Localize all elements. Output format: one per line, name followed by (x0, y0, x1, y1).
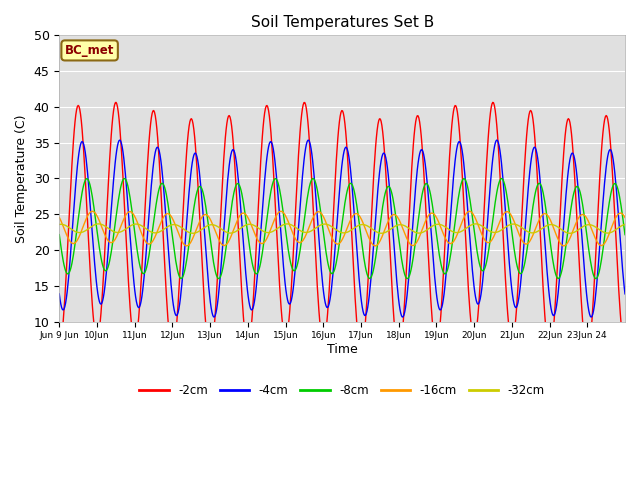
-32cm (212, 223, 220, 228)
-16cm (213, 232, 221, 238)
-32cm (621, 222, 629, 228)
-16cm (429, 211, 437, 216)
-4cm (428, 244, 436, 250)
-4cm (621, 291, 629, 297)
-32cm (428, 223, 436, 229)
-16cm (125, 209, 132, 215)
Y-axis label: Soil Temperature (C): Soil Temperature (C) (15, 114, 28, 243)
-8cm (592, 276, 600, 282)
-16cm (56, 215, 63, 220)
-2cm (66, 207, 74, 213)
-8cm (498, 176, 506, 181)
-4cm (116, 137, 124, 143)
-4cm (588, 314, 595, 320)
-32cm (566, 230, 574, 236)
-32cm (95, 221, 102, 227)
-32cm (56, 222, 63, 228)
-8cm (211, 267, 219, 273)
-2cm (621, 344, 629, 349)
-8cm (56, 232, 63, 238)
X-axis label: Time: Time (327, 343, 358, 356)
-16cm (88, 208, 96, 214)
-32cm (182, 228, 190, 234)
-32cm (125, 224, 132, 230)
Line: -16cm: -16cm (60, 211, 625, 246)
-16cm (621, 215, 629, 220)
Text: BC_met: BC_met (65, 44, 115, 57)
-2cm (584, 352, 591, 358)
-16cm (66, 238, 74, 243)
-16cm (413, 240, 420, 245)
-2cm (412, 119, 420, 124)
Line: -8cm: -8cm (60, 179, 625, 279)
-32cm (412, 229, 420, 235)
Line: -32cm: -32cm (60, 224, 625, 233)
-2cm (182, 159, 190, 165)
-4cm (125, 211, 132, 217)
-4cm (56, 291, 63, 297)
Legend: -2cm, -4cm, -8cm, -16cm, -32cm: -2cm, -4cm, -8cm, -16cm, -32cm (134, 379, 550, 402)
-2cm (112, 99, 120, 105)
-4cm (182, 229, 190, 235)
-2cm (56, 344, 63, 349)
-2cm (125, 280, 132, 286)
Title: Soil Temperatures Set B: Soil Temperatures Set B (250, 15, 434, 30)
-8cm (411, 243, 419, 249)
-8cm (428, 196, 435, 202)
Line: -2cm: -2cm (60, 102, 625, 355)
-16cm (182, 243, 190, 249)
-32cm (66, 225, 74, 231)
-4cm (412, 183, 420, 189)
-8cm (181, 265, 189, 271)
-2cm (212, 301, 220, 307)
-4cm (212, 311, 220, 316)
-8cm (124, 182, 132, 188)
-2cm (428, 317, 436, 323)
-8cm (66, 269, 74, 275)
-16cm (183, 243, 191, 249)
-4cm (66, 264, 74, 270)
Line: -4cm: -4cm (60, 140, 625, 317)
-8cm (621, 232, 629, 238)
